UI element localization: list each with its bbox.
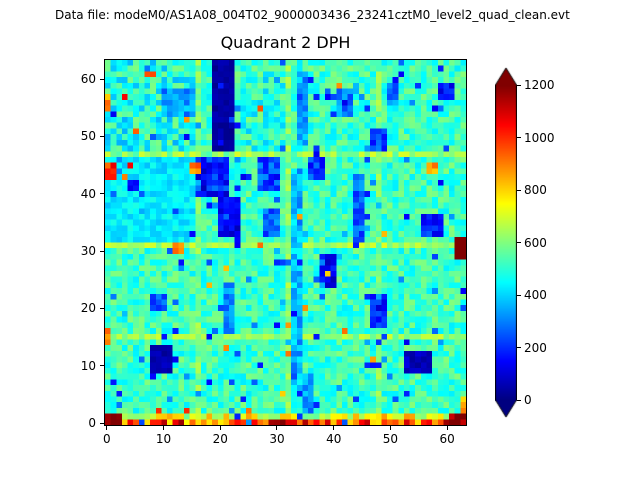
y-tick-mark: [100, 365, 104, 367]
x-tick-mark: [219, 426, 221, 430]
colorbar-tick-label: 800: [524, 183, 547, 197]
x-tick-mark: [163, 426, 165, 430]
y-tick-mark: [100, 307, 104, 309]
x-tick-label: 0: [103, 432, 111, 446]
colorbar-tick-label: 0: [524, 393, 532, 407]
y-tick-label: 0: [88, 416, 96, 431]
x-tick-label: 60: [439, 432, 455, 446]
colorbar-tick-mark: [517, 294, 521, 296]
colorbar-tick-label: 1000: [524, 130, 555, 145]
y-tick-mark: [100, 422, 104, 424]
y-tick-mark: [100, 250, 104, 252]
colorbar-tick-label: 600: [524, 235, 547, 250]
x-tick-label: 20: [212, 432, 228, 446]
data-file-label: Data file: modeM0/AS1A08_004T02_90000034…: [55, 8, 570, 22]
y-tick-label: 40: [80, 186, 96, 201]
colorbar-tick-label: 200: [524, 340, 547, 355]
y-tick-mark: [100, 193, 104, 195]
colorbar-tick-mark: [517, 242, 521, 243]
y-tick-mark: [100, 78, 104, 80]
colorbar-tick-label: 400: [524, 288, 547, 302]
plot-title: Quadrant 2 DPH: [220, 33, 351, 52]
x-tick-mark: [333, 426, 335, 430]
x-tick-mark: [446, 426, 448, 430]
colorbar-tick-label: 1200: [524, 78, 555, 92]
heatmap-image: [105, 60, 466, 425]
colorbar-tick-mark: [517, 399, 521, 401]
y-tick-label: 20: [80, 301, 96, 316]
colorbar-tick-mark: [517, 189, 521, 191]
colorbar-tick-mark: [517, 347, 521, 348]
x-tick-mark: [389, 426, 391, 430]
colorbar: [495, 67, 517, 418]
y-tick-label: 10: [80, 358, 96, 373]
colorbar-tick-mark: [517, 84, 521, 86]
y-tick-label: 50: [80, 129, 96, 144]
y-tick-mark: [100, 135, 104, 137]
x-tick-label: 30: [269, 432, 285, 446]
colorbar-tick-mark: [517, 137, 521, 138]
x-tick-mark: [106, 426, 108, 430]
y-tick-label: 30: [80, 244, 96, 259]
x-tick-mark: [276, 426, 278, 430]
x-tick-label: 40: [326, 432, 342, 446]
y-tick-label: 60: [80, 72, 96, 87]
heatmap-axes: [104, 59, 467, 426]
x-tick-label: 50: [382, 432, 399, 446]
x-tick-label: 10: [155, 432, 172, 446]
